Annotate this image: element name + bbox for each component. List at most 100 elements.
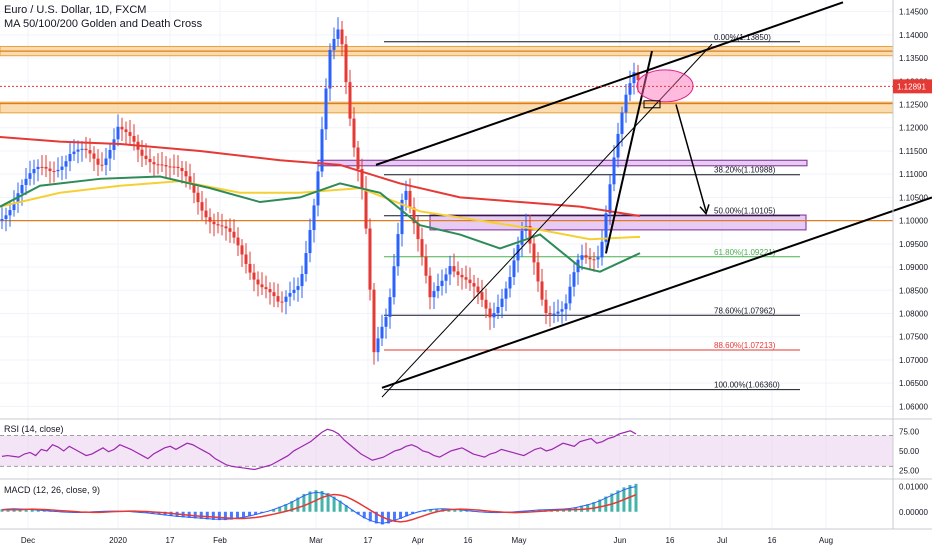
candle-body (8, 210, 12, 216)
candle-body (48, 168, 52, 171)
candle-body (336, 29, 340, 39)
candle-body (324, 88, 328, 130)
price-tick-label: 1.14000 (899, 31, 928, 40)
indicator-title: MA 50/100/200 Golden and Death Cross (4, 18, 203, 30)
candle-body (120, 126, 124, 130)
price-tick-label: 1.13500 (899, 54, 928, 63)
fib-level-label: 78.60%(1.07962) (714, 306, 776, 315)
candle-body (484, 299, 488, 309)
candle-body (528, 225, 532, 244)
macd-histogram-bar (223, 511, 227, 521)
ma100-line (0, 180, 641, 241)
candle-body (172, 166, 176, 168)
macd-histogram-bar (217, 511, 221, 521)
fib-level-label: 61.80%(1.09221) (714, 248, 776, 257)
rsi-tick-label: 25.00 (899, 466, 920, 475)
candle-body (532, 243, 536, 263)
macd-histogram-bar (163, 511, 167, 516)
symbol-title: Euro / U.S. Dollar, 1D, FXCM (4, 4, 147, 16)
candle-body (344, 44, 348, 83)
candle-body (360, 168, 364, 189)
candle-body (348, 82, 352, 119)
macd-histogram-bar (254, 511, 258, 515)
price-tick-label: 1.09500 (899, 240, 928, 249)
candle-body (208, 217, 212, 222)
candle-body (428, 275, 432, 298)
candle-body (296, 286, 300, 290)
rsi-tick-label: 50.00 (899, 447, 920, 456)
candle-body (552, 313, 556, 315)
macd-histogram-bar (42, 510, 46, 512)
ma200-line (0, 136, 641, 217)
macd-histogram-bar (344, 505, 348, 512)
highlight-box (643, 100, 661, 109)
macd-histogram-bar (459, 509, 463, 512)
candle-body (188, 176, 192, 184)
macd-histogram-bar (36, 509, 40, 512)
macd-histogram-bar (284, 504, 288, 512)
candle-body (64, 161, 68, 167)
macd-histogram-bar (411, 511, 415, 514)
candle-body (260, 284, 264, 288)
macd-histogram-bar (392, 511, 396, 522)
macd-histogram-bar (374, 511, 378, 524)
candle-body (392, 266, 396, 298)
candle-body (452, 266, 456, 272)
candle-body (612, 157, 616, 185)
price-tick-label: 1.10000 (899, 217, 928, 226)
macd-histogram-bar (380, 511, 384, 525)
candle-body (352, 118, 356, 148)
candle-body (364, 188, 368, 229)
macd-histogram-bar (145, 511, 149, 514)
price-tick-label: 1.06000 (899, 402, 928, 411)
candle-body (512, 260, 516, 278)
macd-histogram-bar (211, 511, 215, 520)
candle-body (308, 230, 312, 254)
macd-histogram-bar (278, 506, 282, 512)
candle-body (24, 178, 28, 185)
time-tick-label: May (511, 536, 526, 545)
candle-body (56, 169, 60, 172)
price-tick-label: 1.11000 (899, 170, 928, 179)
price-tick-label: 1.12000 (899, 124, 928, 133)
candle-body (132, 135, 136, 142)
rsi-title: RSI (14, close) (4, 424, 64, 434)
candle-body (376, 338, 380, 353)
macd-tick-label: 0.01000 (899, 482, 928, 491)
candle-body (380, 326, 384, 339)
fib-level-label: 88.60%(1.07213) (714, 341, 776, 350)
candle-body (580, 255, 584, 260)
steep-trend-line (605, 50, 653, 254)
candle-body (620, 112, 624, 134)
candle-body (556, 311, 560, 314)
macd-histogram-bar (350, 509, 354, 512)
candle-body (256, 279, 260, 285)
macd-histogram-bar (586, 504, 590, 512)
candle-body (476, 286, 480, 293)
candle-body (88, 150, 92, 154)
macd-histogram-bar (151, 511, 155, 514)
candle-body (316, 171, 320, 206)
macd-signal-line (2, 493, 637, 523)
time-tick-label: 16 (768, 536, 777, 545)
last-price-label: 1.12891 (897, 82, 926, 91)
candle-body (244, 254, 248, 264)
candle-body (320, 129, 324, 172)
candle-body (100, 164, 104, 166)
fib-level-label: 100.00%(1.06360) (714, 381, 780, 390)
time-tick-label: Dec (21, 536, 35, 545)
rsi-tick-label: 75.00 (899, 428, 920, 437)
ma50-line (0, 175, 641, 273)
candle-body (200, 202, 204, 211)
candle-body (76, 149, 80, 152)
candle-body (548, 312, 552, 315)
candle-body (340, 29, 344, 45)
candle-body (248, 263, 252, 273)
candle-body (12, 202, 16, 211)
macd-line (1, 486, 637, 524)
candle-body (4, 215, 8, 220)
macd-histogram-bar (423, 510, 427, 512)
candle-body (488, 308, 492, 318)
candle-body (424, 256, 428, 276)
